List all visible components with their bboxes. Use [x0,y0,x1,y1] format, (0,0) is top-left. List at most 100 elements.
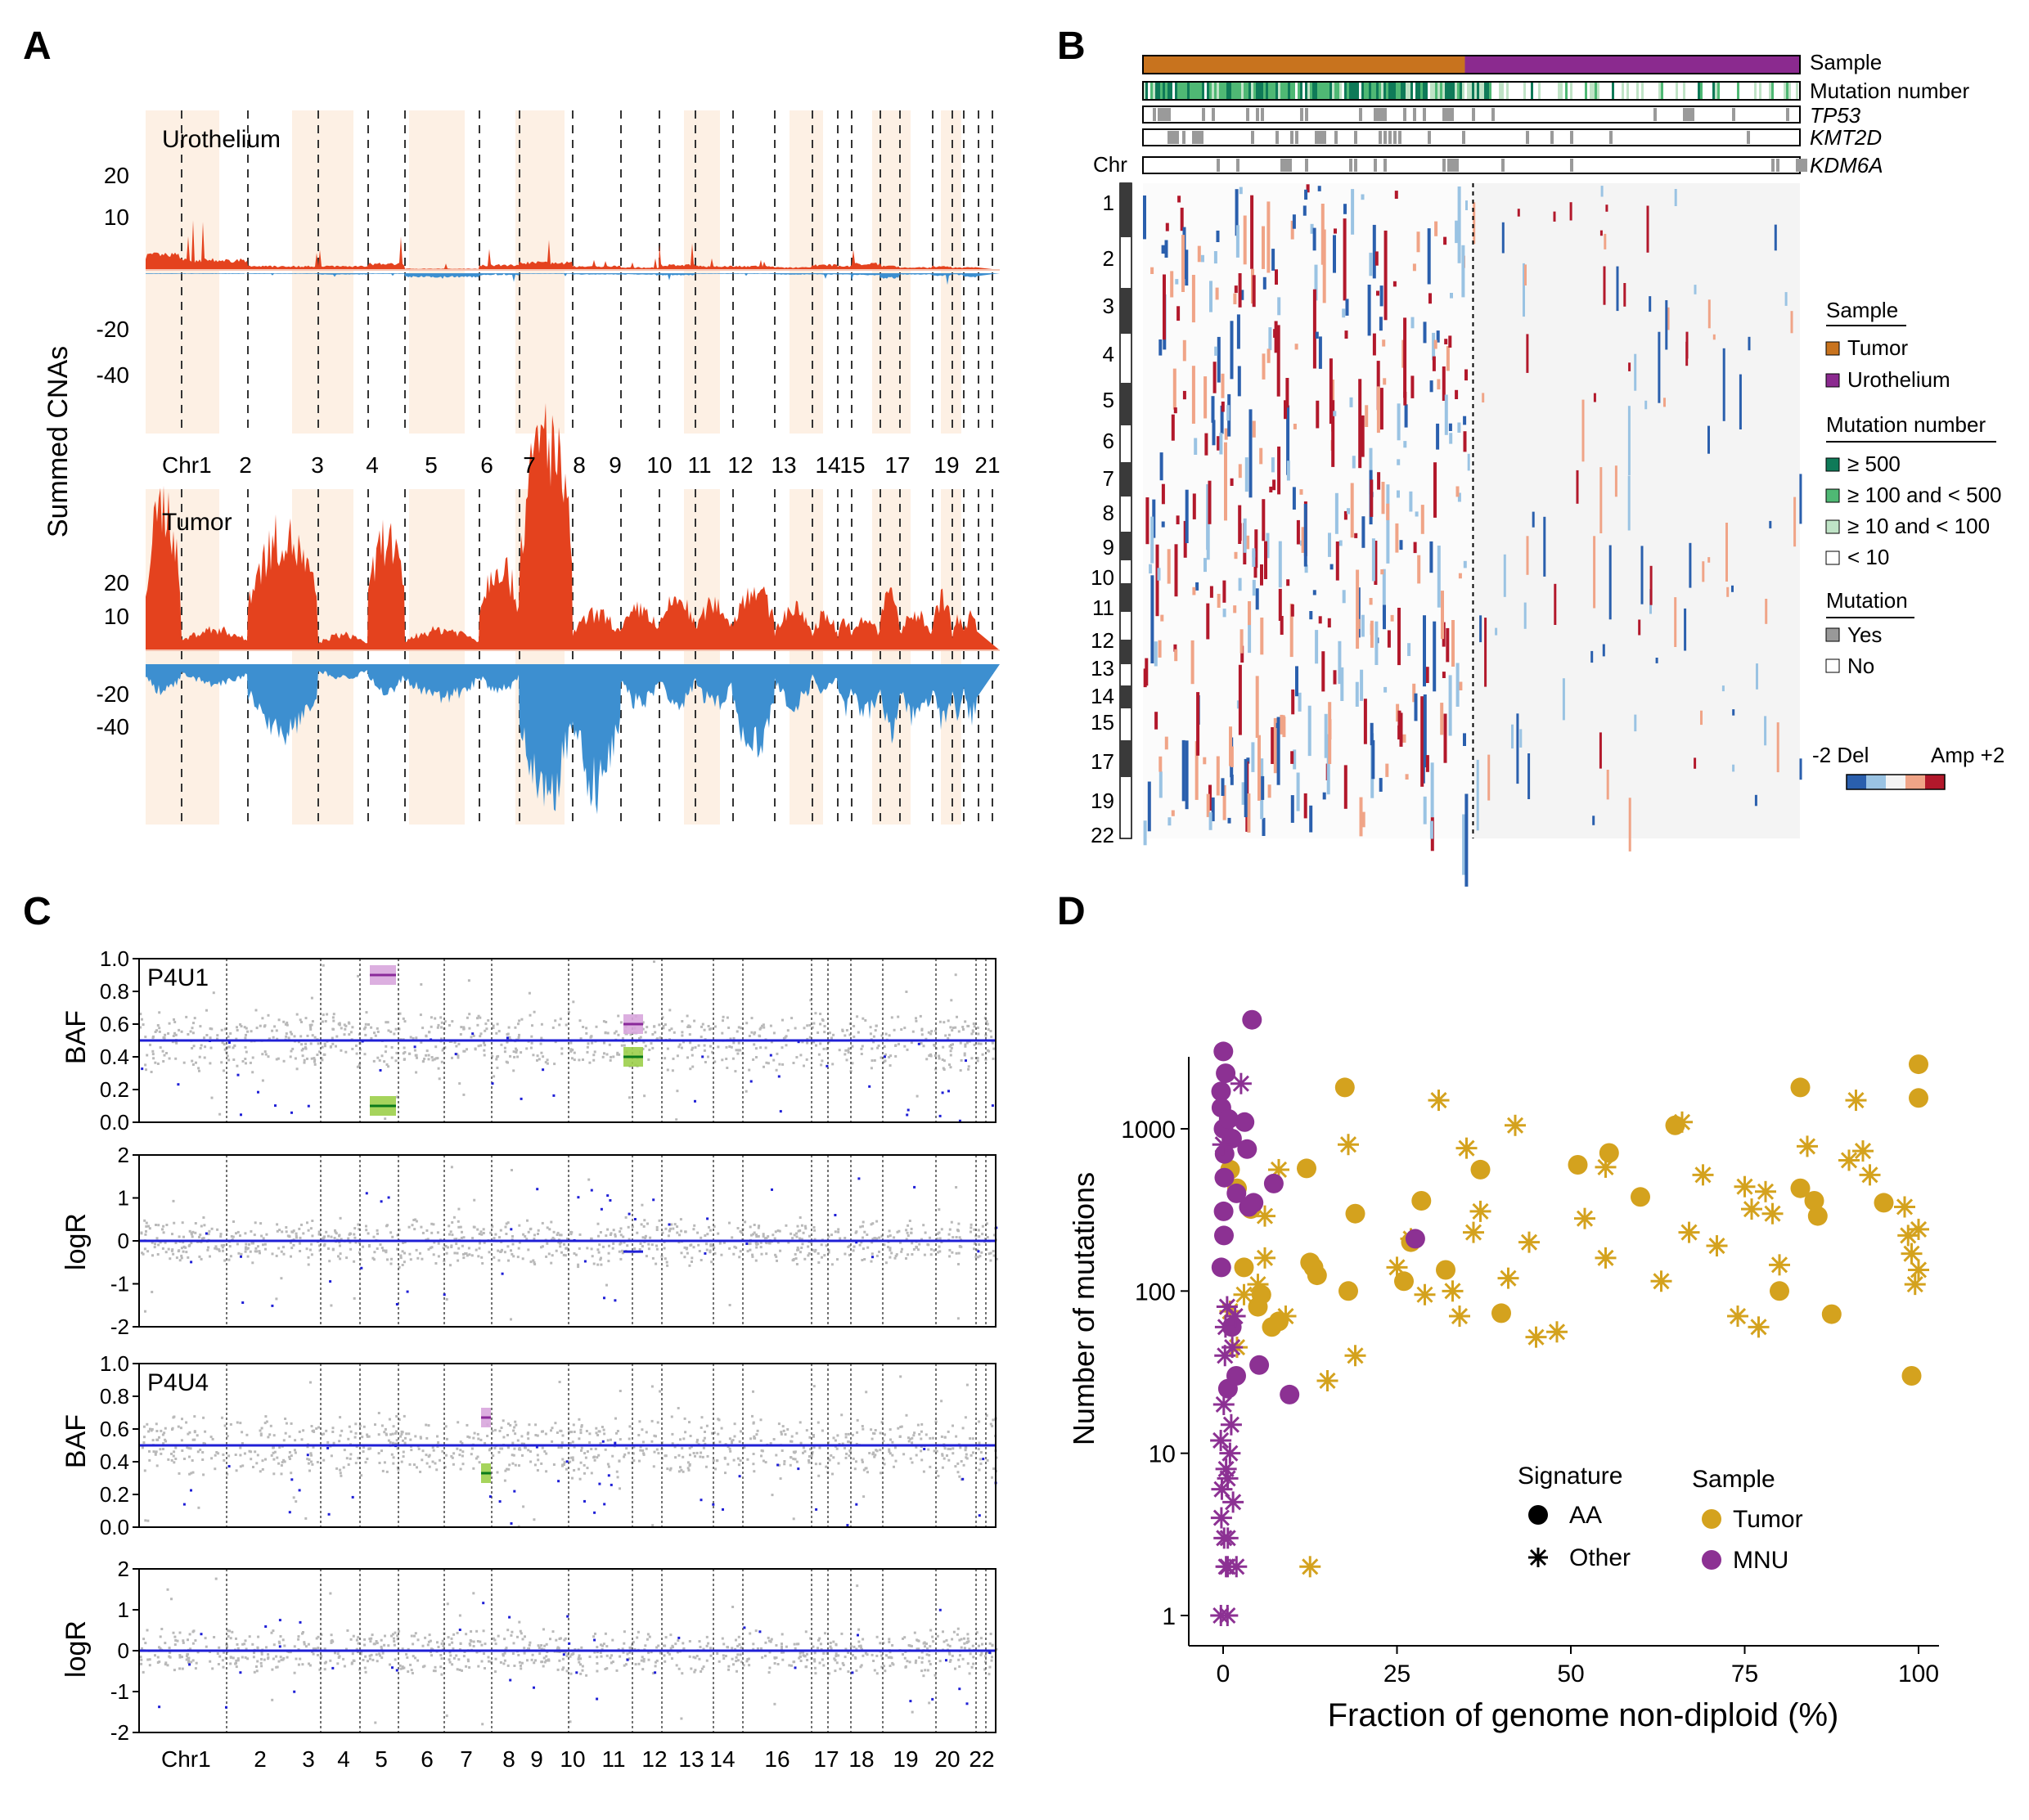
b-heat-seg [1309,805,1313,833]
c-dot [383,1643,386,1647]
c-dot [300,1223,303,1226]
c-chrom-label-5: 6 [421,1746,434,1772]
c-dot [962,1028,965,1031]
c-dot [847,1051,850,1054]
c-dot [193,1438,196,1441]
c-dot [691,1256,694,1260]
c-dot [276,1037,279,1040]
c-dot [795,1431,799,1435]
b-heat-seg [1158,640,1162,658]
d-point-other-tumor [1254,1205,1275,1227]
c-dot [178,1259,182,1262]
c-dot [571,1440,574,1444]
c-dot [671,1442,674,1445]
c-dot [170,1249,173,1252]
c-dot [580,1646,583,1649]
b-heat-seg [1476,759,1479,831]
c-blue-dot [573,1239,576,1242]
c-dot [543,1449,547,1453]
c-dot [773,1662,776,1665]
c-dot [582,1058,584,1061]
b-mutnum-cell [1163,83,1165,99]
d-point-other-tumor [1741,1198,1762,1220]
c-dot [947,1037,950,1040]
c-dot [915,1245,918,1248]
c-dot [198,1069,200,1072]
c-blue-dot [855,1503,858,1506]
c-dot [402,1455,405,1458]
c-dot [844,1432,848,1436]
b-chrom-label-4: 5 [1103,388,1114,412]
b-heat-seg [1208,480,1212,524]
c-blue-dot [182,1503,186,1506]
c-dot [407,1647,410,1651]
c-dot [545,1642,548,1646]
c-dot [540,1430,543,1433]
b-gene-mut [1354,159,1357,172]
c-dot [692,1452,695,1454]
c-dot [330,1304,333,1307]
c-dot [516,1055,520,1058]
c-dot [193,1017,196,1020]
panel-b-chrom-bar [1119,182,1132,839]
c-dot [808,1459,810,1462]
b-heat-seg [1262,499,1266,542]
c-dot [664,1454,668,1458]
b-heat-seg [1765,599,1768,624]
c-dot [271,1668,274,1671]
c-dot [402,1052,405,1055]
c-blue-dot [600,1207,603,1211]
c-dot [781,1046,784,1049]
c-dot [451,1641,454,1644]
c-dot [658,1023,661,1027]
c-dot [380,1054,384,1058]
c-dot [636,1231,639,1234]
c-dot [905,1229,908,1232]
c-dot [210,1027,214,1031]
c-dot [195,1661,198,1665]
c-dot [989,1252,992,1255]
c-dot [592,1635,596,1638]
panel-b-annotation-tracks [1142,55,1807,174]
c-dot [875,1254,879,1257]
c-dot [511,1238,514,1241]
b-heat-seg [1628,798,1631,852]
b-heat-seg [1234,285,1238,294]
c-dot [731,1606,735,1608]
c-dot [260,1657,263,1660]
c-dot [197,1506,200,1509]
c-dot [421,1458,424,1462]
b-heat-seg [1149,564,1153,574]
c-dot [902,1637,904,1640]
c-dot [977,1032,980,1036]
c-blue-dot [722,1508,724,1511]
c-dot [671,1657,673,1660]
c-dot [614,1030,618,1033]
c-dot [452,1216,456,1219]
c-blue-dot [777,1075,781,1078]
c-dot [578,1058,581,1062]
b-heat-seg [1457,492,1461,502]
b-heat-seg [1338,640,1342,685]
c-dot [545,1452,548,1455]
c-dot [403,1261,406,1264]
c-dot [614,1234,617,1238]
c-dot [459,1467,462,1471]
c-dot [349,1232,352,1235]
c-dot [459,1440,462,1444]
c-dot [898,1435,902,1438]
c-dot [579,1431,583,1435]
c-dot [787,1241,790,1244]
b-heat-seg [1463,416,1467,425]
c-dot [438,1077,441,1081]
c-dot [963,1647,966,1650]
c-dot [826,1651,829,1655]
c-dot [990,1659,993,1662]
b-heat-seg [1343,510,1347,520]
c-dot [337,1656,340,1659]
b-heat-seg [1217,594,1221,608]
c-dot [664,1227,668,1230]
c-dot [596,1456,599,1459]
c-dot [546,1062,549,1065]
c-dot [623,1453,627,1456]
